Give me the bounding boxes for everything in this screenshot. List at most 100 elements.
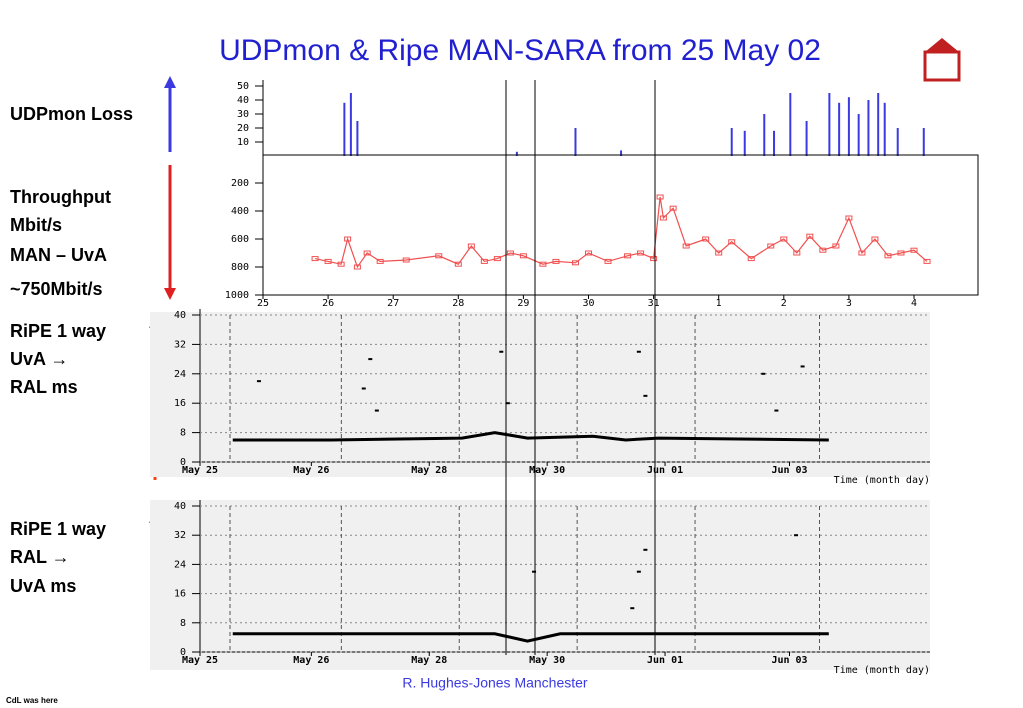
x-tick-label: Jun 01: [647, 465, 683, 476]
y-tick-label: 24: [174, 559, 186, 570]
label: RAL ms: [10, 377, 78, 397]
point: [493, 256, 501, 262]
x-tick-label: 2: [781, 298, 787, 309]
point: [604, 258, 612, 264]
point: [897, 250, 905, 256]
point: [884, 253, 892, 259]
x-tick-label: May 25: [182, 655, 218, 666]
point: [337, 261, 345, 267]
y-tick-label: 40: [237, 95, 249, 106]
label: Mbit/s: [10, 215, 62, 235]
point: [832, 243, 840, 249]
delay-point: [794, 534, 799, 537]
x-tick-label: 29: [517, 298, 529, 309]
x-tick-label: May 25: [182, 465, 218, 476]
point: [353, 264, 361, 270]
point: [806, 233, 814, 239]
delay-point: [630, 607, 635, 610]
x-tick-label: May 26: [293, 655, 329, 666]
point: [506, 250, 514, 256]
delay-point: [643, 394, 648, 397]
label: UvA ms: [10, 576, 76, 596]
point: [539, 261, 547, 267]
x-tick-label: May 26: [293, 465, 329, 476]
y-tick-label: 40: [174, 310, 186, 321]
label: RAL →: [10, 547, 70, 567]
label: UDPmon Loss: [10, 104, 133, 124]
delay-line: [232, 632, 829, 643]
y-tick-label: 32: [174, 339, 186, 350]
point: [923, 258, 931, 264]
y-tick-label: 24: [174, 369, 186, 380]
y-tick-label: 8: [180, 618, 186, 629]
label: RiPE 1 way: [10, 321, 106, 341]
point: [454, 261, 462, 267]
logo: [923, 38, 961, 82]
point: [585, 250, 592, 256]
y-tick-label: 0: [180, 457, 186, 468]
point: [659, 215, 667, 221]
point: [747, 256, 755, 262]
point: [702, 236, 710, 242]
x-axis-label: Time (month day): [834, 475, 930, 486]
delay-point: [532, 570, 537, 573]
x-tick-label: 3: [846, 298, 852, 309]
y-tick-label: 40: [174, 501, 186, 512]
point: [871, 236, 879, 242]
x-tick-label: 28: [452, 298, 464, 309]
x-tick-label: May 28: [411, 465, 447, 476]
point: [767, 243, 775, 249]
y-tick-label: 0: [180, 647, 186, 658]
corner-note: CdL was here: [6, 696, 58, 705]
plot-frame: [262, 154, 979, 296]
delay-point: [774, 409, 779, 412]
point: [728, 239, 736, 245]
point: [715, 250, 723, 256]
y-tick-label: 8: [180, 428, 186, 439]
y-tick-label: 200: [231, 178, 249, 189]
point: [780, 236, 788, 242]
y-tick-label: 50: [237, 81, 249, 92]
point: [624, 253, 632, 259]
point: [845, 215, 853, 221]
point: [858, 250, 866, 256]
delay-line: [232, 431, 829, 442]
x-tick-label: Jun 03: [771, 465, 807, 476]
delay-point: [368, 358, 373, 361]
point: [637, 250, 645, 256]
y-tick-label: 10: [237, 137, 249, 148]
x-tick-label: Jun 01: [647, 655, 683, 666]
x-tick-label: 4: [911, 298, 917, 309]
x-tick-label: May 30: [529, 655, 565, 666]
y-tick-label: 400: [231, 206, 249, 217]
plot-bg: [150, 312, 930, 477]
plot-bg: [150, 500, 930, 670]
point: [682, 243, 690, 249]
delay-point: [499, 350, 504, 353]
delay-point: [761, 372, 766, 375]
x-tick-label: 30: [582, 298, 594, 309]
footer: R. Hughes-Jones Manchester: [402, 675, 588, 691]
y-tick-label: 800: [231, 262, 249, 273]
point: [793, 250, 801, 256]
point: [552, 258, 560, 264]
y-tick-label: 16: [174, 398, 186, 409]
y-tick-label: 32: [174, 530, 186, 541]
x-tick-label: 31: [648, 298, 660, 309]
delay-point: [636, 350, 641, 353]
point: [910, 247, 918, 253]
point: [467, 243, 475, 249]
label: ~750Mbit/s: [10, 279, 103, 299]
point: [311, 256, 319, 262]
point: [650, 256, 658, 262]
x-tick-label: May 28: [411, 655, 447, 666]
y-tick-label: 1000: [225, 290, 249, 301]
point: [363, 250, 371, 256]
x-tick-label: Jun 03: [771, 655, 807, 666]
delay-point: [361, 387, 366, 390]
point: [480, 258, 488, 264]
delay-point: [643, 548, 648, 551]
delay-point: [505, 402, 510, 405]
